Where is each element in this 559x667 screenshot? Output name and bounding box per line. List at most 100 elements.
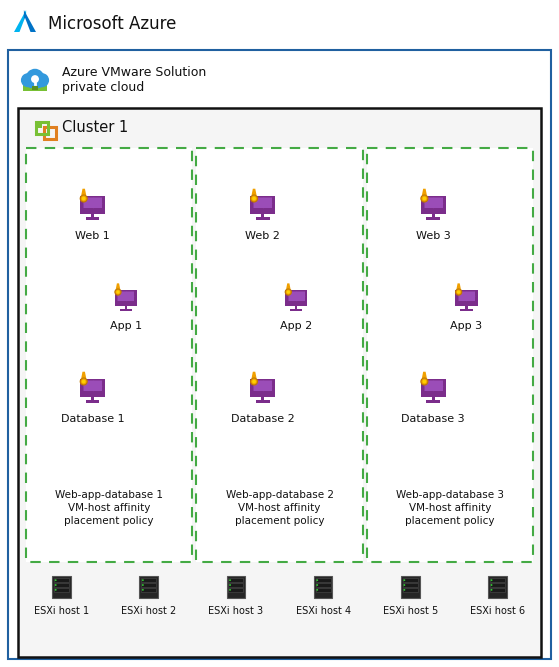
Polygon shape <box>116 283 120 289</box>
Bar <box>86 400 100 402</box>
Circle shape <box>26 76 38 88</box>
Text: Web 3: Web 3 <box>416 231 451 241</box>
Bar <box>84 203 93 208</box>
Bar <box>126 292 134 296</box>
Circle shape <box>21 73 35 87</box>
Bar <box>434 381 443 386</box>
Circle shape <box>252 197 256 201</box>
Circle shape <box>316 584 318 586</box>
Bar <box>434 386 443 392</box>
Bar <box>297 292 305 296</box>
Bar <box>254 381 263 386</box>
Circle shape <box>421 378 428 385</box>
Bar <box>86 217 100 219</box>
Bar <box>465 305 468 309</box>
Bar <box>490 583 505 587</box>
Text: Cluster 1: Cluster 1 <box>62 121 128 135</box>
Circle shape <box>26 69 44 87</box>
Bar <box>295 305 297 309</box>
Bar <box>316 578 330 582</box>
Bar <box>54 578 69 582</box>
Circle shape <box>31 75 39 83</box>
Polygon shape <box>457 283 461 289</box>
Bar <box>253 380 272 391</box>
Circle shape <box>457 290 461 293</box>
Text: Database 2: Database 2 <box>231 414 295 424</box>
Circle shape <box>491 579 492 581</box>
Bar <box>467 292 475 296</box>
Bar <box>254 386 263 392</box>
Circle shape <box>404 589 405 591</box>
Circle shape <box>55 579 56 581</box>
Bar <box>141 583 156 587</box>
Bar <box>80 379 105 397</box>
Bar <box>254 203 263 208</box>
Bar <box>84 386 93 392</box>
Bar <box>427 400 440 402</box>
Bar <box>229 588 243 592</box>
Polygon shape <box>81 372 86 378</box>
Text: ESXi host 2: ESXi host 2 <box>121 606 177 616</box>
Circle shape <box>423 197 427 201</box>
Bar <box>91 397 94 400</box>
Bar <box>83 197 102 208</box>
Bar <box>424 197 443 208</box>
Bar <box>93 203 102 208</box>
Circle shape <box>80 195 87 202</box>
Text: ESXi host 6: ESXi host 6 <box>470 606 525 616</box>
Bar <box>18 108 541 657</box>
Bar <box>490 588 505 592</box>
Bar <box>93 381 102 386</box>
Circle shape <box>142 584 144 586</box>
Bar <box>403 583 418 587</box>
Circle shape <box>250 195 258 202</box>
Bar <box>262 397 264 400</box>
Bar <box>425 203 434 208</box>
Polygon shape <box>14 10 26 32</box>
Circle shape <box>250 378 258 385</box>
Circle shape <box>423 380 427 384</box>
Bar <box>314 576 333 598</box>
Bar <box>141 588 156 592</box>
Bar <box>83 380 102 391</box>
Bar <box>456 289 477 305</box>
Bar <box>459 296 467 301</box>
Text: Microsoft Azure: Microsoft Azure <box>48 15 177 33</box>
Circle shape <box>252 380 256 384</box>
Bar <box>53 576 71 598</box>
Text: App 3: App 3 <box>451 321 482 331</box>
Bar <box>256 217 270 219</box>
Polygon shape <box>20 18 31 32</box>
Bar <box>54 588 69 592</box>
Bar <box>425 386 434 392</box>
Bar <box>117 291 134 301</box>
Bar <box>316 588 330 592</box>
Circle shape <box>116 290 120 293</box>
Bar <box>196 148 363 562</box>
Bar <box>262 214 264 217</box>
Bar <box>84 198 93 203</box>
Bar <box>93 386 102 392</box>
Circle shape <box>456 289 462 295</box>
Bar <box>403 588 418 592</box>
Bar <box>119 292 126 296</box>
Bar <box>229 578 243 582</box>
Bar <box>263 381 272 386</box>
Bar <box>458 291 475 301</box>
Bar <box>263 386 272 392</box>
Bar <box>139 576 158 598</box>
Text: App 1: App 1 <box>110 321 142 331</box>
Bar <box>488 576 506 598</box>
Circle shape <box>229 589 231 591</box>
Text: ESXi host 3: ESXi host 3 <box>209 606 263 616</box>
Bar <box>226 576 245 598</box>
Bar <box>80 195 105 214</box>
Bar <box>229 583 243 587</box>
Bar <box>290 309 302 311</box>
Polygon shape <box>252 372 257 378</box>
Bar <box>91 214 94 217</box>
Polygon shape <box>422 189 427 195</box>
Text: ESXi host 4: ESXi host 4 <box>296 606 350 616</box>
Text: Database 1: Database 1 <box>61 414 124 424</box>
Polygon shape <box>422 372 427 378</box>
